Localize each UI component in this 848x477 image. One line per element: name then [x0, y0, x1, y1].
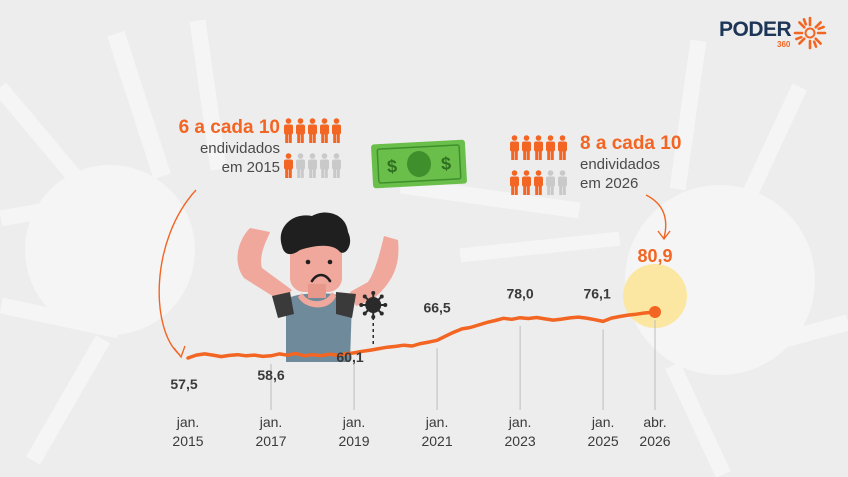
arrow-right [645, 194, 667, 239]
x-tick-label: jan. [176, 414, 200, 430]
value-label: 76,1 [583, 285, 610, 301]
svg-text:$: $ [440, 153, 451, 173]
person-icon [331, 153, 342, 184]
person-icon [533, 170, 544, 201]
people-grid-2015 [283, 118, 342, 184]
final-value-highlight [623, 264, 687, 328]
stat-2015-headline: 6 a cada 10 [178, 117, 280, 138]
person-icon [295, 118, 306, 149]
x-tick-label: 2019 [338, 433, 369, 449]
arrow-left-head [173, 345, 186, 359]
person-icon [319, 118, 330, 149]
person-icon [545, 170, 556, 201]
stat-2015-line1: endividados [199, 140, 280, 157]
value-label: 57,5 [170, 376, 197, 392]
arrow-left [158, 189, 197, 356]
x-tick-label: jan. [508, 414, 532, 430]
stat-2026-line1: endividados [580, 156, 661, 173]
person-icon [521, 170, 532, 201]
x-tick-label: 2026 [639, 433, 670, 449]
sad-person-illustration [237, 212, 399, 362]
person-icon [283, 118, 294, 149]
value-label: 80,9 [637, 246, 672, 266]
value-label: 58,6 [257, 367, 284, 383]
person-icon [533, 135, 544, 166]
money-bill-icon: $ $ [371, 139, 467, 189]
brand-name: PODER [719, 18, 792, 41]
x-tick-label: jan. [425, 414, 449, 430]
value-label: 60,1 [336, 349, 363, 365]
person-icon [307, 118, 318, 149]
final-point [649, 306, 661, 318]
stat-2015: 6 a cada 10 endividados em 2015 [160, 117, 280, 177]
value-label: 78,0 [506, 286, 533, 302]
people-grid-2026 [509, 135, 568, 201]
x-tick-label: jan. [342, 414, 366, 430]
x-tick-label: 2017 [255, 433, 286, 449]
person-icon [307, 153, 318, 184]
value-label: 66,5 [423, 299, 450, 315]
person-icon [509, 170, 520, 201]
arrow-right-head [657, 230, 671, 241]
brand-number: 360 [777, 40, 791, 49]
x-tick-label: jan. [259, 414, 283, 430]
stat-2026-headline: 8 a cada 10 [580, 133, 682, 154]
x-tick-label: abr. [643, 414, 666, 430]
virus-icon [359, 291, 388, 319]
person-icon [283, 153, 294, 184]
person-icon [331, 118, 342, 149]
sun-logo-icon [793, 16, 827, 50]
x-tick-label: 2015 [172, 433, 203, 449]
series-line [186, 310, 657, 360]
x-tick-label: jan. [591, 414, 615, 430]
person-icon [557, 170, 568, 201]
x-tick-label: 2021 [421, 433, 452, 449]
stat-2026-line2: em 2026 [580, 175, 639, 192]
stat-2026: 8 a cada 10 endividados em 2026 [580, 133, 720, 193]
person-icon [521, 135, 532, 166]
svg-text:$: $ [387, 156, 398, 176]
x-tick-label: 2023 [505, 433, 536, 449]
person-icon [557, 135, 568, 166]
stat-2015-line2: em 2015 [221, 159, 280, 176]
person-icon [545, 135, 556, 166]
brand-logo: PODER 360 [719, 14, 829, 52]
person-icon [509, 135, 520, 166]
person-icon [295, 153, 306, 184]
x-tick-label: 2025 [588, 433, 619, 449]
person-icon [319, 153, 330, 184]
